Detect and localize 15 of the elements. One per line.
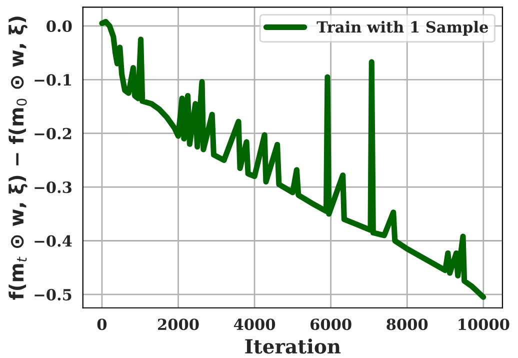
- y-tick-label: −0.1: [34, 74, 71, 86]
- y-axis-title: f(m$_{t}$ ⊙ w, ξ) − f(m$_{0}$ ⊙ w, ξ): [8, 16, 28, 300]
- y-tick-label: −0.4: [34, 235, 72, 247]
- y-tick-label: 0.0: [46, 20, 72, 32]
- x-tick-label: 6000: [310, 318, 352, 330]
- y-tick-label: −0.2: [34, 128, 72, 140]
- x-tick-label: 10000: [458, 318, 510, 330]
- x-tick-label: 8000: [386, 318, 428, 330]
- x-tick-label: 4000: [234, 318, 276, 330]
- y-tick-label: −0.5: [34, 288, 72, 300]
- legend-label: Train with 1 Sample: [316, 20, 488, 36]
- x-axis-title: Iteration: [245, 338, 341, 354]
- x-tick-label: 2000: [158, 318, 199, 330]
- x-tick-label: 0: [97, 318, 107, 330]
- y-tick-label: −0.3: [34, 182, 72, 194]
